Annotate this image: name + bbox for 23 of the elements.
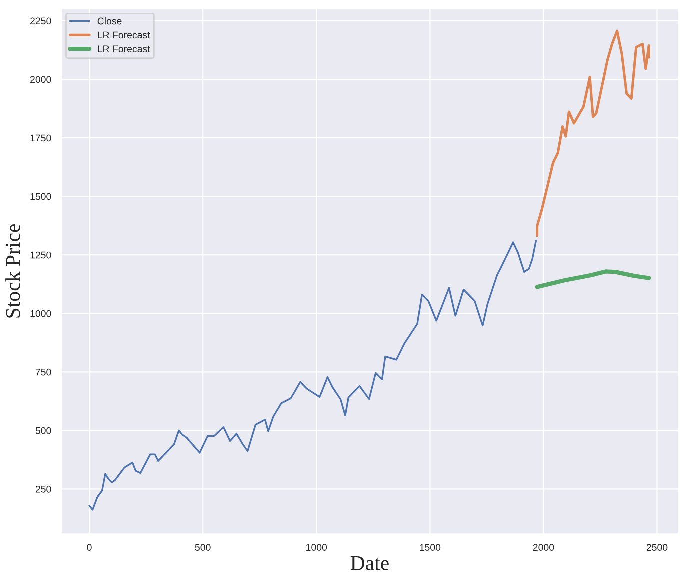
legend-label: LR Forecast (98, 46, 150, 53)
legend-label: Close (98, 18, 122, 25)
y-tick-label: 500 (36, 427, 52, 434)
line-series (536, 30, 650, 238)
x-tick-label: 2000 (533, 544, 554, 552)
line-series (88, 240, 538, 511)
x-tick-label: 2500 (646, 544, 668, 552)
y-tick-label: 2000 (30, 76, 52, 84)
x-tick-label: 0 (87, 544, 92, 552)
y-tick-label: 250 (36, 486, 52, 493)
line-series (535, 270, 652, 290)
y-tick-label: 1750 (30, 134, 52, 142)
x-tick-label: 1500 (420, 544, 441, 552)
y-tick-label: 1500 (30, 193, 52, 200)
y-tick-label: 750 (36, 368, 52, 376)
y-tick-label: 1000 (30, 310, 52, 318)
x-tick-label: 500 (195, 544, 211, 552)
y-tick-label: 1250 (30, 252, 52, 259)
x-tick-label: 1000 (306, 544, 328, 552)
y-axis-title: Stock Price (6, 224, 20, 318)
legend-label: LR Forecast (98, 32, 150, 39)
y-tick-label: 2250 (30, 18, 52, 25)
x-axis-title: Date (350, 556, 389, 570)
